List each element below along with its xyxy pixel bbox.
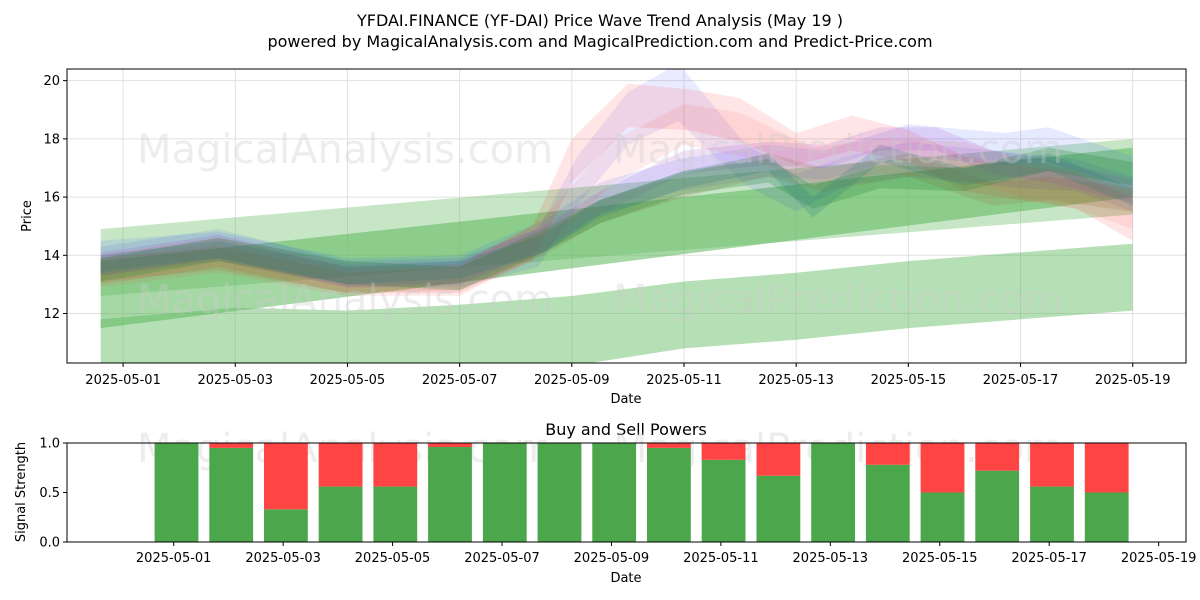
signal-panel-title: Buy and Sell Powers bbox=[545, 420, 707, 439]
signal-x-tick-label: 2025-05-05 bbox=[355, 551, 431, 566]
sell-bar bbox=[318, 443, 363, 487]
sell-bar bbox=[975, 443, 1020, 471]
sell-bar bbox=[373, 443, 418, 487]
sell-bar bbox=[264, 443, 308, 510]
signal-x-tick-label: 2025-05-11 bbox=[683, 551, 759, 566]
signal-x-tick-label: 2025-05-01 bbox=[136, 551, 212, 566]
buy-bar bbox=[537, 443, 582, 542]
sell-bar bbox=[756, 443, 801, 476]
sell-bar bbox=[701, 443, 746, 460]
wave-green-1 bbox=[100, 147, 1133, 291]
price-y-tick-label: 18 bbox=[43, 132, 60, 147]
sell-bar bbox=[647, 443, 691, 448]
signal-x-tick-label: 2025-05-03 bbox=[245, 551, 321, 566]
signal-x-tick-label: 2025-05-15 bbox=[902, 551, 978, 566]
signal-y-tick-label: 1.0 bbox=[39, 437, 60, 452]
price-y-tick-label: 12 bbox=[43, 307, 60, 322]
price-plot-frame bbox=[66, 68, 1187, 364]
buy-bar bbox=[592, 443, 637, 542]
signal-x-tick-label: 2025-05-07 bbox=[464, 551, 540, 566]
price-panel: MagicalAnalysis.com MagicalPrediction.co… bbox=[20, 68, 1187, 407]
buy-bar bbox=[482, 443, 527, 542]
buy-bar bbox=[428, 447, 472, 542]
wave-blue-1 bbox=[100, 69, 1133, 288]
sell-bar bbox=[1030, 443, 1074, 487]
price-watermarks: MagicalAnalysis.com MagicalPrediction.co… bbox=[137, 127, 1063, 323]
watermark-analysis-mid: MagicalAnalysis.com bbox=[137, 277, 553, 323]
price-x-tick-label: 2025-05-11 bbox=[646, 373, 722, 388]
buy-bar bbox=[756, 475, 801, 542]
buy-bar bbox=[209, 447, 254, 542]
buy-bar bbox=[647, 447, 691, 542]
signal-bars bbox=[154, 443, 1129, 542]
sell-bar bbox=[209, 443, 254, 448]
signal-x-tick-label: 2025-05-19 bbox=[1121, 551, 1197, 566]
price-x-axis-label: Date bbox=[610, 392, 641, 407]
wave-bands bbox=[100, 69, 1133, 297]
buy-bar bbox=[154, 443, 199, 542]
price-x-tick-label: 2025-05-15 bbox=[871, 373, 947, 388]
signal-x-tick-label: 2025-05-17 bbox=[1011, 551, 1087, 566]
channel-mid bbox=[100, 147, 1133, 329]
price-x-tick-label: 2025-05-09 bbox=[534, 373, 610, 388]
price-x-tick-label: 2025-05-03 bbox=[197, 373, 273, 388]
signal-panel: Buy and Sell Powers MagicalAnalysis.com … bbox=[14, 420, 1196, 586]
watermark-prediction-top: MagicalPrediction.com bbox=[613, 127, 1063, 173]
sell-bar bbox=[1084, 443, 1129, 493]
price-y-axis-label: Price bbox=[20, 200, 35, 232]
buy-bar bbox=[318, 486, 363, 542]
channel-low bbox=[100, 243, 1133, 363]
signal-x-axis-label: Date bbox=[610, 571, 641, 586]
buy-bar bbox=[701, 459, 746, 542]
signal-y-axis-ticks: 0.0 0.5 1.0 bbox=[39, 437, 67, 551]
signal-x-tick-label: 2025-05-13 bbox=[793, 551, 869, 566]
wave-blue-2 bbox=[100, 124, 1133, 285]
trend-channels bbox=[100, 138, 1133, 363]
wave-teal bbox=[100, 144, 1133, 285]
watermark-prediction-mid: MagicalPrediction.com bbox=[613, 277, 1063, 323]
price-y-tick-label: 14 bbox=[43, 249, 60, 264]
chart-title-line1: YFDAI.FINANCE (YF-DAI) Price Wave Trend … bbox=[356, 11, 843, 30]
price-x-tick-label: 2025-05-01 bbox=[85, 373, 161, 388]
price-x-tick-label: 2025-05-05 bbox=[310, 373, 386, 388]
price-x-tick-label: 2025-05-13 bbox=[758, 373, 834, 388]
price-y-tick-label: 20 bbox=[43, 74, 60, 89]
buy-bar bbox=[264, 509, 308, 542]
signal-x-axis-ticks: 2025-05-01 2025-05-03 2025-05-05 2025-05-07… bbox=[136, 542, 1197, 566]
sell-bar bbox=[428, 443, 472, 447]
price-grid bbox=[67, 69, 1186, 363]
price-y-tick-label: 16 bbox=[43, 191, 60, 206]
buy-bar bbox=[373, 486, 418, 542]
buy-bar bbox=[811, 443, 855, 542]
signal-plot-frame bbox=[66, 442, 1187, 543]
buy-bar bbox=[975, 470, 1020, 542]
buy-bar bbox=[1030, 486, 1074, 542]
price-x-tick-label: 2025-05-17 bbox=[983, 373, 1059, 388]
price-x-tick-label: 2025-05-19 bbox=[1095, 373, 1171, 388]
buy-bar bbox=[1084, 492, 1129, 542]
price-y-axis-ticks: 12 14 16 18 20 bbox=[43, 74, 67, 322]
signal-x-tick-label: 2025-05-09 bbox=[574, 551, 650, 566]
watermark-analysis-top: MagicalAnalysis.com bbox=[137, 127, 553, 173]
signal-y-tick-label: 0.0 bbox=[39, 536, 60, 551]
sell-bar bbox=[865, 443, 910, 465]
sell-bar bbox=[920, 443, 965, 493]
buy-bar bbox=[920, 492, 965, 542]
wave-red-2 bbox=[100, 103, 1133, 297]
price-x-tick-label: 2025-05-07 bbox=[422, 373, 498, 388]
signal-y-tick-label: 0.5 bbox=[39, 486, 60, 501]
chart-title-line2: powered by MagicalAnalysis.com and Magic… bbox=[267, 32, 932, 51]
wave-red-1 bbox=[100, 83, 1133, 294]
price-x-axis-ticks: 2025-05-01 2025-05-03 2025-05-05 2025-05-07… bbox=[85, 363, 1170, 388]
signal-y-axis-label: Signal Strength bbox=[14, 442, 29, 542]
buy-bar bbox=[865, 464, 910, 542]
